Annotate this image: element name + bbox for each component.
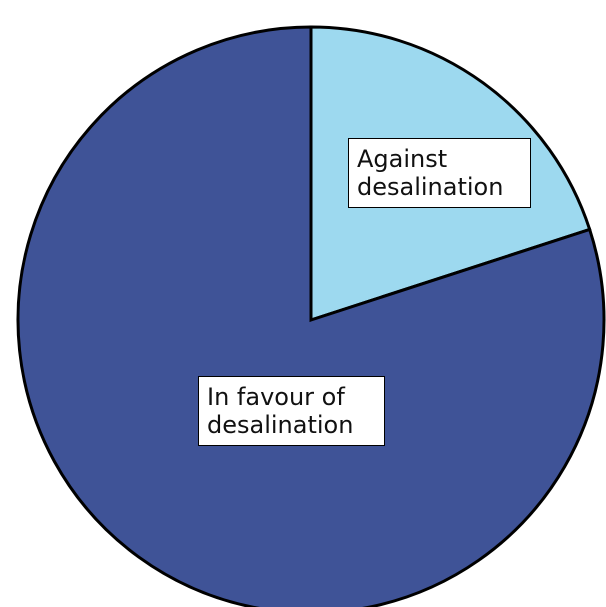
pie-slice — [16, 25, 606, 607]
slice-label: In favour of desalination — [198, 376, 385, 446]
slice-label: Against desalination — [348, 138, 531, 208]
